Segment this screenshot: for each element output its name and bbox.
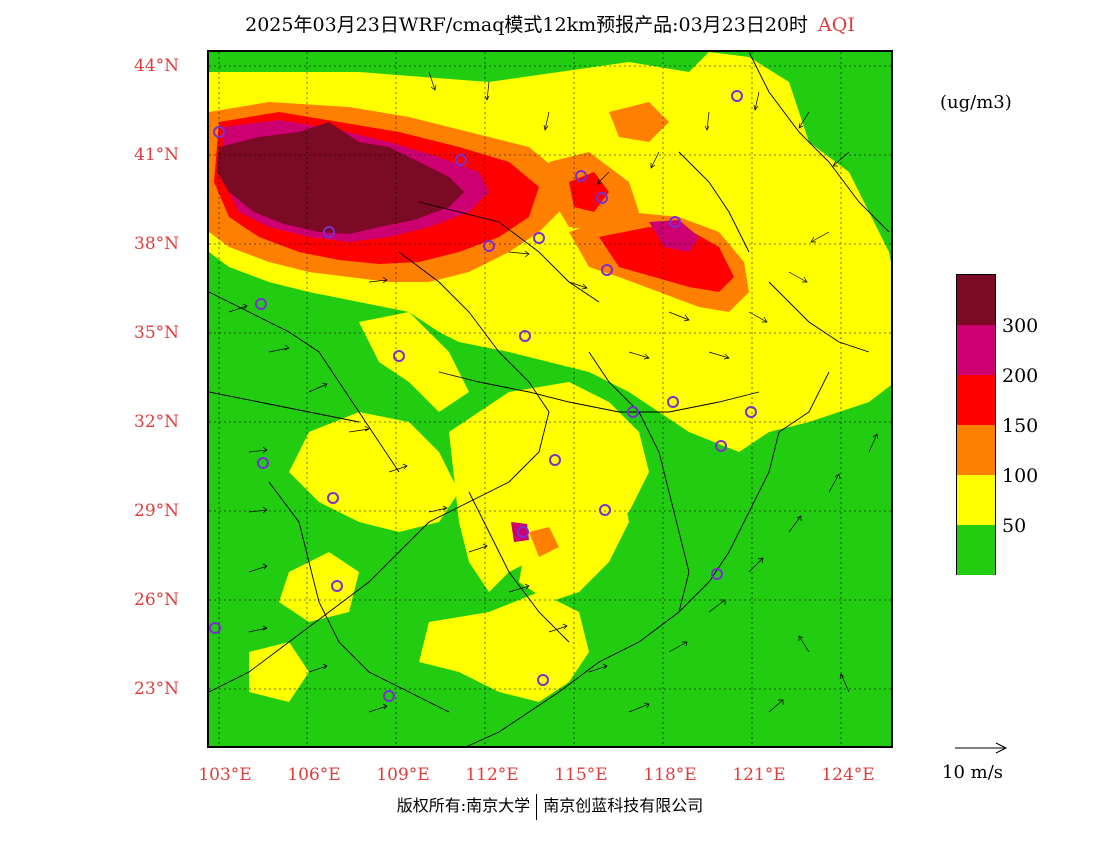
lon-label-103e: 103°E	[198, 765, 252, 785]
lat-label-29n: 29°N	[134, 501, 180, 521]
lat-label-41n: 41°N	[134, 145, 180, 165]
lon-label-121e: 121°E	[732, 765, 786, 785]
lon-label-106e: 106°E	[287, 765, 341, 785]
legend-label-300: 300	[1002, 315, 1039, 337]
unit-label: (ug/m3)	[940, 92, 1012, 113]
city-markers	[209, 90, 757, 702]
title-aqi: AQI	[818, 14, 855, 36]
map-title: 2025年03月23日WRF/cmaq模式12km预报产品:03月23日20时 A…	[0, 10, 1100, 37]
legend-label-200: 200	[1002, 365, 1039, 387]
lon-label-109e: 109°E	[376, 765, 430, 785]
lon-label-115e: 115°E	[554, 765, 608, 785]
wind-reference-arrow-icon	[955, 742, 1008, 754]
wind-vectors	[228, 71, 879, 713]
footer-separator	[536, 793, 538, 820]
aqi-hazardous-regions	[217, 122, 464, 234]
legend-label-150: 150	[1002, 415, 1039, 437]
graticule	[209, 52, 891, 746]
aqi-map-canvas	[209, 52, 891, 746]
legend-swatch-unhealthy	[957, 375, 995, 425]
legend-swatch-hazardous	[957, 275, 995, 325]
legend-swatch-sensitive	[957, 425, 995, 475]
lon-label-112e: 112°E	[465, 765, 519, 785]
aqi-legend	[956, 274, 996, 575]
lat-label-26n: 26°N	[134, 590, 180, 610]
lat-label-44n: 44°N	[134, 56, 180, 76]
lat-label-38n: 38°N	[134, 234, 180, 254]
legend-swatch-good	[957, 525, 995, 575]
lon-label-118e: 118°E	[643, 765, 697, 785]
lat-label-32n: 32°N	[134, 412, 180, 432]
copyright-right: 南京创蓝科技有限公司	[543, 796, 704, 815]
title-text: 2025年03月23日WRF/cmaq模式12km预报产品:03月23日20时	[245, 14, 809, 36]
copyright-footer: 版权所有:南京大学 南京创蓝科技有限公司	[0, 792, 1100, 820]
lon-label-124e: 124°E	[821, 765, 875, 785]
lat-label-35n: 35°N	[134, 323, 180, 343]
lat-label-23n: 23°N	[134, 679, 180, 699]
legend-swatch-very-unhealthy	[957, 325, 995, 375]
wind-reference-label: 10 m/s	[942, 762, 1003, 783]
copyright-left: 版权所有:南京大学	[396, 796, 531, 815]
legend-label-100: 100	[1002, 465, 1039, 487]
province-boundaries	[209, 52, 890, 746]
legend-label-50: 50	[1002, 515, 1027, 537]
aqi-map[interactable]	[207, 50, 893, 748]
legend-swatch-moderate	[957, 475, 995, 525]
